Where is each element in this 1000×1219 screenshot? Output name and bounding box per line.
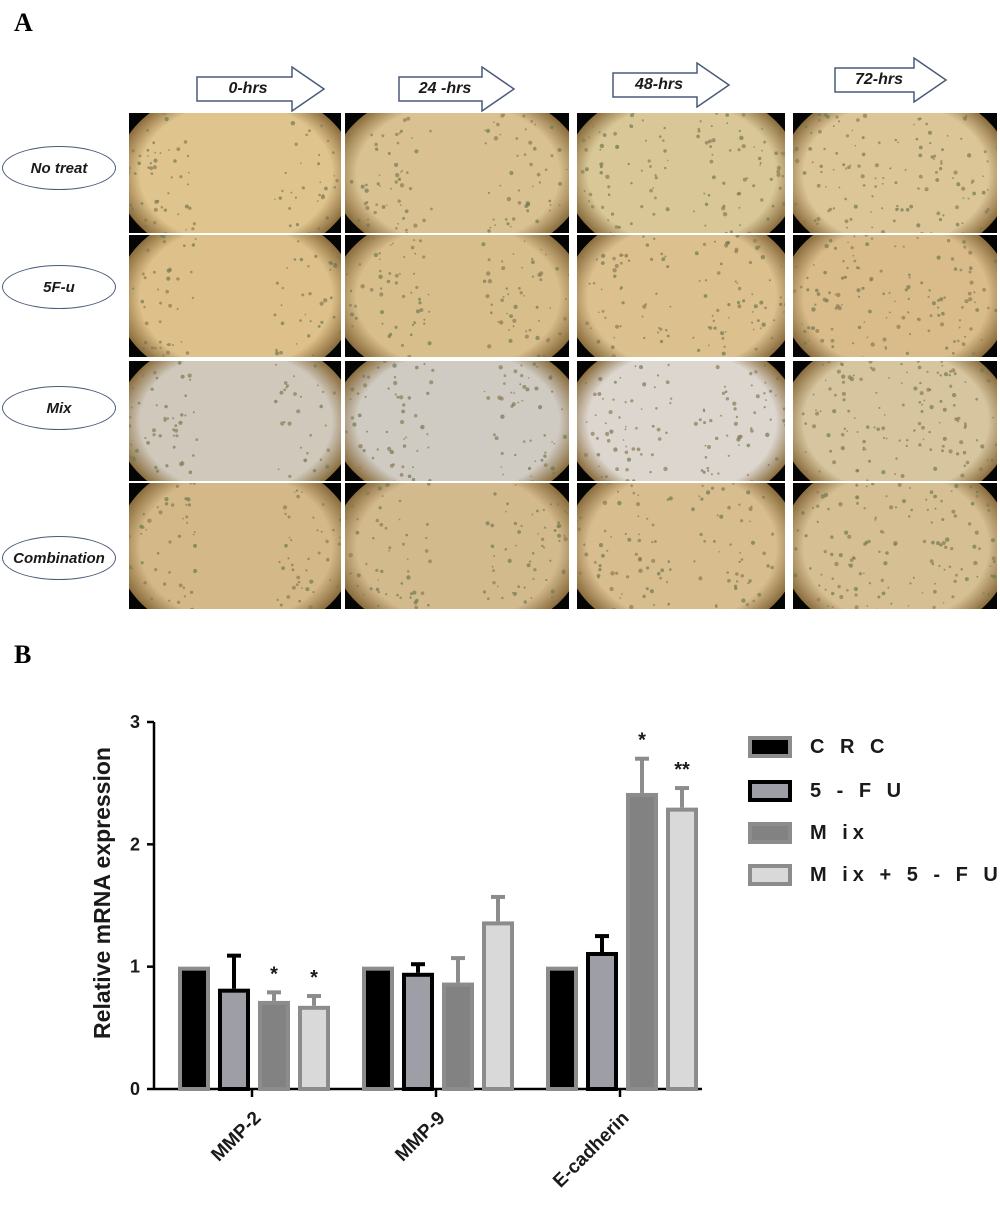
micrograph-combination-72hrs: [792, 482, 998, 610]
panel-a-letter: A: [14, 8, 33, 37]
bar-e-cadherin-series-2: *: [626, 730, 658, 1091]
legend-label: 5 - F U: [810, 780, 907, 802]
bar-rect: [258, 1000, 290, 1092]
bar-rect: [362, 966, 394, 1091]
time-arrow-72hrs: 72-hrs: [834, 57, 964, 103]
micrograph-mix-48hrs: [576, 360, 786, 482]
bar-rect: [666, 807, 698, 1091]
time-label-48hrs: 48-hrs: [634, 76, 684, 93]
time-label-24hrs: 24 -hrs: [418, 80, 472, 97]
micrograph-no-treat-72hrs: [792, 112, 998, 234]
bar-mmp-9-series-2: [442, 956, 474, 1092]
micrograph-5fu-0hrs: [128, 234, 342, 358]
treatment-text-5fu: 5F-u: [43, 278, 75, 296]
micrograph-5fu-24hrs: [344, 234, 570, 358]
bar-rect: [178, 966, 210, 1091]
bar-mmp-2-series-1: [218, 953, 250, 1092]
x-tick-label-mmp-9: MMP-9: [391, 1108, 449, 1166]
time-label-72hrs: 72-hrs: [854, 71, 904, 88]
panel-b-letter: B: [14, 640, 32, 669]
y-axis-label: Relative mRNA expression: [89, 747, 115, 1039]
significance-marker: *: [270, 963, 278, 985]
bar-rect: [442, 982, 474, 1092]
legend-swatch: [748, 736, 792, 758]
micrograph-5fu-72hrs: [792, 234, 998, 358]
bar-rect: [218, 988, 250, 1092]
legend-swatch: [748, 780, 792, 802]
x-tick-label-mmp-2: MMP-2: [207, 1108, 265, 1166]
legend-label: M ix: [810, 822, 869, 844]
significance-marker: **: [674, 759, 690, 781]
chart-x-ticks: MMP-2 MMP-9 E-cadherin: [207, 1089, 634, 1192]
micrograph-combination-48hrs: [576, 482, 786, 610]
micrograph-combination-24hrs: [344, 482, 570, 610]
bar-rect: [402, 972, 434, 1091]
bar-e-cadherin-series-3: **: [666, 759, 698, 1091]
micrograph-no-treat-0hrs: [128, 112, 342, 234]
micrograph-no-treat-48hrs: [576, 112, 786, 234]
y-tick-label: 2: [130, 834, 140, 854]
time-arrow-24hrs: 24 -hrs: [398, 66, 528, 112]
chart-bars: * ****: [178, 730, 698, 1092]
bar-mmp-9-series-1: [402, 962, 434, 1091]
treatment-label-combination: Combination: [2, 536, 116, 580]
bar-rect: [546, 966, 578, 1091]
legend-swatch: [748, 822, 792, 844]
bar-rect: [626, 792, 658, 1091]
bar-mmp-9-series-3: [482, 894, 514, 1091]
micrograph-mix-0hrs: [128, 360, 342, 482]
bar-mmp-9-series-0: [362, 966, 394, 1091]
time-label-0hrs: 0-hrs: [228, 80, 268, 97]
bar-mmp-2-series-2: *: [258, 963, 290, 1092]
legend-swatch: [748, 864, 792, 886]
bar-rect: [586, 951, 618, 1091]
x-tick-label-e-cadherin: E-cadherin: [549, 1108, 633, 1192]
significance-marker: *: [638, 730, 646, 752]
micrograph-mix-24hrs: [344, 360, 570, 482]
treatment-label-5fu: 5F-u: [2, 265, 116, 309]
treatment-text-no-treat: No treat: [30, 159, 88, 177]
y-tick-label: 3: [130, 712, 140, 732]
treatment-text-combination: Combination: [13, 549, 105, 567]
micrograph-combination-0hrs: [128, 482, 342, 610]
treatment-text-mix: Mix: [46, 399, 72, 417]
legend-label: M ix + 5 - F U: [810, 864, 1000, 886]
micrograph-no-treat-24hrs: [344, 112, 570, 234]
bar-mmp-2-series-3: *: [298, 967, 330, 1091]
legend-label: C R C: [810, 736, 890, 758]
bar-mmp-2-series-0: [178, 966, 210, 1091]
bar-rect: [482, 921, 514, 1091]
bar-e-cadherin-series-0: [546, 966, 578, 1091]
time-arrow-48hrs: 48-hrs: [612, 62, 742, 108]
micrograph-5fu-48hrs: [576, 234, 786, 358]
y-tick-label: 0: [130, 1079, 140, 1099]
bar-rect: [298, 1005, 330, 1091]
micrograph-mix-72hrs: [792, 360, 998, 482]
significance-marker: *: [310, 967, 318, 989]
time-arrow-0hrs: 0-hrs: [196, 66, 326, 112]
bar-e-cadherin-series-1: [586, 934, 618, 1091]
y-tick-label: 1: [130, 957, 140, 977]
treatment-label-no-treat: No treat: [2, 146, 116, 190]
treatment-label-mix: Mix: [2, 386, 116, 430]
